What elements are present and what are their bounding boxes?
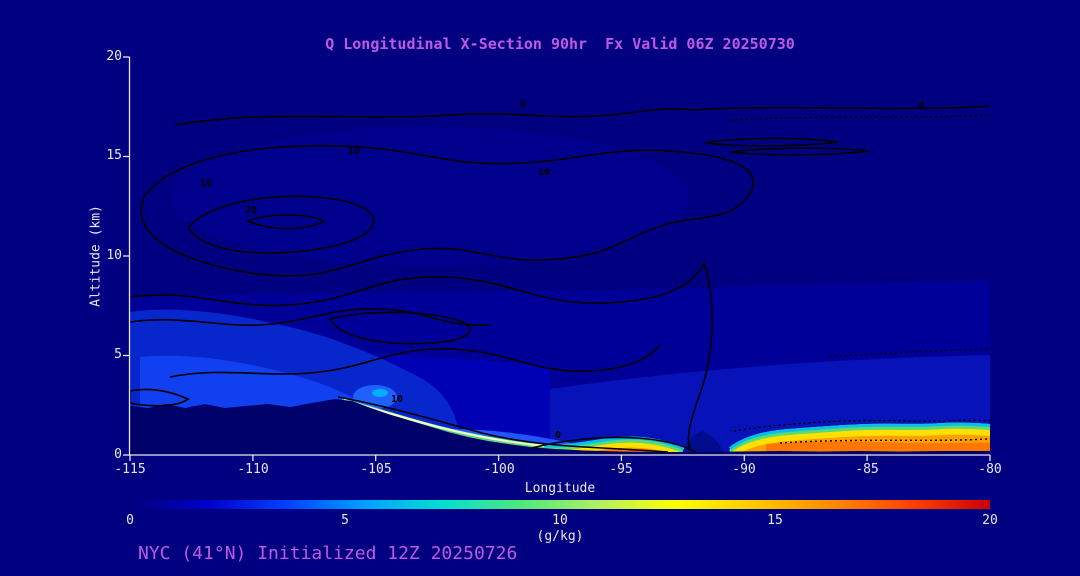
contour-label: 0	[555, 430, 562, 441]
plot-area	[130, 57, 990, 455]
x-tick-label: -105	[360, 462, 392, 477]
x-tick-label: -90	[732, 462, 756, 477]
colorbar-units-label: (g/kg)	[536, 529, 584, 544]
y-tick-label: 20	[106, 49, 122, 64]
y-tick-label: 5	[114, 347, 122, 362]
contour-label: 10	[538, 167, 551, 178]
init-annotation: NYC (41°N) Initialized 12Z 20250726	[138, 543, 518, 564]
colorbar-tick-label: 5	[341, 513, 349, 528]
contour-label: 20	[245, 205, 258, 216]
chart-title: Q Longitudinal X-Section 90hr Fx Valid 0…	[325, 35, 795, 53]
x-tick-label: -95	[609, 462, 633, 477]
contour-label: 10	[391, 394, 404, 405]
colorbar-tick-label: 20	[982, 513, 998, 528]
y-tick-label: 15	[106, 148, 122, 163]
axis-lines	[123, 56, 991, 461]
x-tick-label: -85	[855, 462, 879, 477]
colorbar	[130, 500, 990, 509]
x-tick-label: -100	[483, 462, 515, 477]
terrain	[130, 399, 990, 455]
colorbar-tick-label: 10	[552, 513, 568, 528]
y-tick-label: 10	[106, 248, 122, 263]
contour-label: 10	[348, 146, 361, 157]
x-tick-label: -80	[978, 462, 1002, 477]
x-axis-label: Longitude	[524, 481, 596, 496]
x-tick-label: -115	[114, 462, 146, 477]
contour-lines	[130, 105, 990, 453]
x-tick-label: -110	[237, 462, 269, 477]
y-tick-label: 0	[114, 447, 122, 462]
colorbar-tick-label: 15	[767, 513, 783, 528]
colorbar-tick-label: 0	[126, 513, 134, 528]
contour-label: 10	[200, 178, 213, 189]
contour-lines-dashed	[729, 114, 990, 444]
contour-label: 0	[918, 100, 925, 111]
contour-label: 0	[520, 99, 527, 110]
field-base	[130, 57, 990, 455]
